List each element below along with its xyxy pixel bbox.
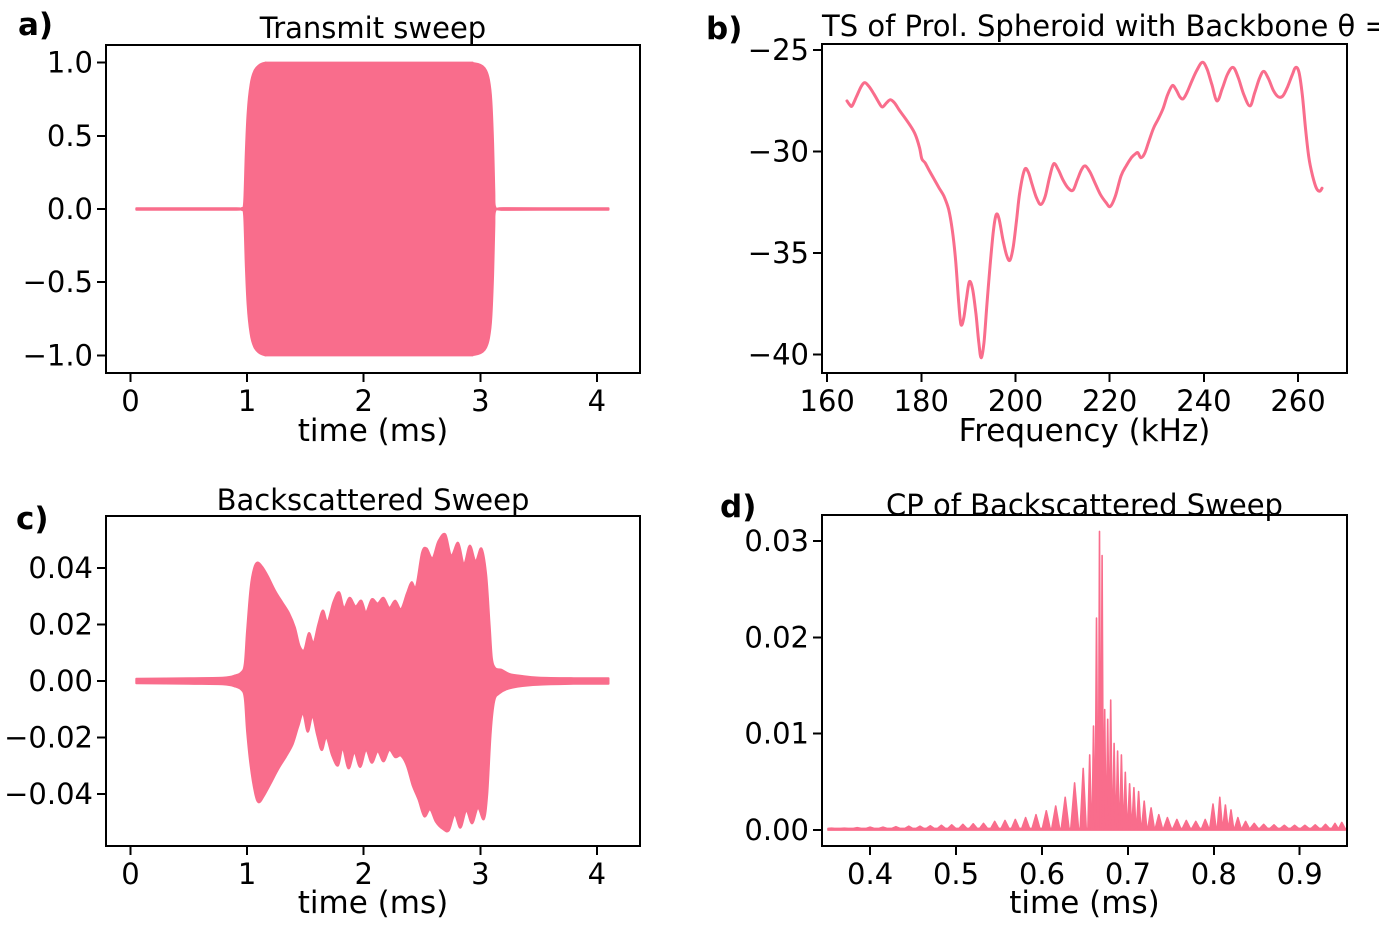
- svg-text:0.04: 0.04: [28, 551, 93, 585]
- svg-text:220: 220: [1082, 384, 1137, 418]
- svg-text:0.6: 0.6: [1019, 857, 1065, 891]
- svg-text:0.00: 0.00: [28, 664, 93, 698]
- svg-text:4: 4: [588, 384, 606, 418]
- svg-text:0: 0: [121, 857, 139, 891]
- panel-b: 160 180 200 220 240 260 −25 −30 −35 −40 b) TS of …: [690, 0, 1379, 466]
- panel-a-title: Transmit sweep: [259, 11, 487, 45]
- svg-text:−0.5: −0.5: [23, 265, 93, 299]
- svg-text:0.00: 0.00: [744, 813, 809, 847]
- svg-text:0.4: 0.4: [847, 857, 893, 891]
- plot-c-backscattered-sweep: 0 1 2 3 4 0.04 0.02 0.00 −0.02 −0.04: [4, 515, 641, 891]
- panel-b-label: b): [706, 11, 743, 47]
- svg-text:180: 180: [894, 384, 949, 418]
- svg-text:−0.04: −0.04: [4, 777, 93, 811]
- svg-text:0.03: 0.03: [744, 524, 809, 558]
- panel-a: 0 1 2 3 4 1.0 0.5 0.0 −0.5 −1.0 a) Transmit sweep…: [0, 0, 690, 466]
- svg-text:−1.0: −1.0: [23, 338, 93, 372]
- panel-c-label: c): [16, 501, 49, 537]
- svg-text:0: 0: [121, 384, 139, 418]
- panel-b-title: TS of Prol. Spheroid with Backbone θ = 9…: [822, 9, 1379, 43]
- panel-d-title: CP of Backscattered Sweep: [886, 488, 1283, 522]
- svg-text:1: 1: [238, 857, 256, 891]
- svg-text:−35: −35: [748, 236, 809, 270]
- plot-a-transmit-sweep: 0 1 2 3 4 1.0 0.5 0.0 −0.5 −1.0: [23, 44, 641, 418]
- svg-text:4: 4: [588, 857, 606, 891]
- panel-d-label: d): [720, 489, 757, 525]
- svg-text:1.0: 1.0: [47, 46, 93, 80]
- panel-d: 0.4 0.5 0.6 0.7 0.8 0.9 0.03 0.02 0.01 0.00 d) CP…: [689, 466, 1379, 932]
- svg-text:260: 260: [1270, 384, 1325, 418]
- panel-d-xlabel: time (ms): [1009, 885, 1160, 921]
- svg-text:2: 2: [354, 384, 372, 418]
- plot-d-compressed-pulse: 0.4 0.5 0.6 0.7 0.8 0.9 0.03 0.02 0.01 0.00: [744, 514, 1348, 891]
- svg-text:160: 160: [800, 384, 855, 418]
- svg-text:0.0: 0.0: [47, 192, 93, 226]
- svg-text:0.7: 0.7: [1105, 857, 1151, 891]
- svg-text:−40: −40: [748, 338, 809, 372]
- svg-text:0.9: 0.9: [1277, 857, 1323, 891]
- svg-text:1: 1: [238, 384, 256, 418]
- svg-text:0.5: 0.5: [47, 119, 93, 153]
- panel-b-xlabel: Frequency (kHz): [958, 413, 1211, 449]
- panel-a-label: a): [18, 7, 54, 43]
- svg-text:2: 2: [354, 857, 372, 891]
- svg-text:−0.02: −0.02: [4, 720, 93, 754]
- svg-text:0.01: 0.01: [744, 717, 809, 751]
- svg-text:0.8: 0.8: [1191, 857, 1237, 891]
- svg-text:3: 3: [471, 857, 489, 891]
- svg-text:−25: −25: [748, 33, 809, 67]
- svg-text:−30: −30: [748, 135, 809, 169]
- panel-c-title: Backscattered Sweep: [216, 483, 530, 517]
- panel-c: 0 1 2 3 4 0.04 0.02 0.00 −0.02 −0.04 c) Backscatt…: [0, 466, 690, 932]
- svg-text:0.02: 0.02: [744, 620, 809, 654]
- svg-text:240: 240: [1176, 384, 1231, 418]
- panel-a-xlabel: time (ms): [297, 413, 449, 449]
- svg-text:3: 3: [471, 384, 489, 418]
- svg-text:0.5: 0.5: [933, 857, 979, 891]
- svg-text:200: 200: [988, 384, 1043, 418]
- panel-c-xlabel: time (ms): [297, 885, 449, 921]
- svg-text:0.02: 0.02: [28, 608, 93, 642]
- plot-b-target-strength: 160 180 200 220 240 260 −25 −30 −35 −40: [748, 33, 1348, 418]
